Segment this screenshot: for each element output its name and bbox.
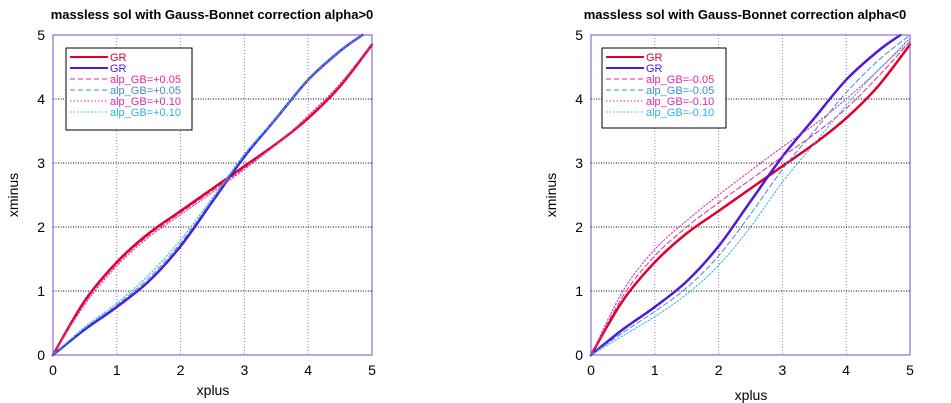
series-line	[52, 42, 373, 356]
y-tick-label: 0	[37, 347, 45, 363]
y-tick-label: 1	[575, 283, 583, 299]
series-line	[51, 43, 374, 357]
legend-label: alp_GB=+0.10	[110, 96, 181, 108]
tick-labels: 0 1 2 3 4 5 0 1 2 3 4 5	[575, 27, 914, 378]
legend-box	[65, 47, 193, 131]
y-tick-label: 3	[37, 155, 45, 171]
series-line	[590, 34, 911, 356]
y-tick-label: 3	[575, 155, 583, 171]
x-axis-label: xplus	[735, 387, 768, 403]
y-tick-label: 2	[37, 219, 45, 235]
legend-label: alp_GB=+0.05	[110, 74, 181, 86]
x-tick-label: 2	[177, 362, 185, 378]
series-line	[52, 43, 373, 356]
legend-box	[601, 47, 727, 129]
chart-alpha-negative: massless sol with Gauss-Bonnet correctio…	[543, 7, 914, 403]
series-line	[51, 33, 364, 357]
tick-labels: 0 1 2 3 4 5 0 1 2 3 4 5	[37, 27, 376, 378]
legend-label: alp_GB=-0.10	[646, 96, 714, 108]
y-tick-label: 1	[37, 283, 45, 299]
x-tick-label: 0	[49, 362, 57, 378]
legend-label: GR	[110, 52, 127, 64]
x-tick-label: 1	[651, 362, 659, 378]
series-layer	[51, 33, 374, 357]
plot-frame	[590, 34, 911, 356]
series-line	[589, 43, 912, 357]
chart-title: massless sol with Gauss-Bonnet correctio…	[584, 7, 907, 22]
chart-title: massless sol with Gauss-Bonnet correctio…	[51, 7, 374, 22]
x-tick-label: 3	[241, 362, 249, 378]
y-tick-label: 0	[575, 347, 583, 363]
legend-label: alp_GB=+0.05	[110, 85, 181, 97]
y-tick-label: 5	[37, 27, 45, 43]
y-tick-label: 4	[37, 91, 45, 107]
x-tick-label: 2	[715, 362, 723, 378]
series-line	[52, 34, 363, 356]
series-line	[52, 34, 363, 356]
legend-label: GR	[646, 63, 663, 75]
legend-label: alp_GB=+0.10	[110, 107, 181, 119]
series-line	[589, 33, 902, 357]
x-axis-label: xplus	[197, 382, 230, 398]
x-tick-label: 1	[113, 362, 121, 378]
x-tick-label: 5	[368, 362, 376, 378]
legend-label: GR	[646, 52, 663, 64]
y-tick-label: 5	[575, 27, 583, 43]
chart-alpha-positive: massless sol with Gauss-Bonnet correctio…	[5, 7, 376, 398]
plot-frame	[52, 34, 373, 356]
x-tick-label: 4	[842, 362, 850, 378]
series-line	[590, 40, 911, 356]
legend: GRGRalp_GB=-0.05alp_GB=-0.05alp_GB=-0.10…	[601, 47, 727, 129]
x-tick-label: 4	[304, 362, 312, 378]
legend-label: alp_GB=-0.05	[646, 85, 714, 97]
y-tick-label: 2	[575, 219, 583, 235]
legend-label: GR	[110, 63, 127, 75]
y-axis-label: xminus	[5, 173, 21, 217]
series-line	[590, 37, 911, 356]
series-layer	[589, 33, 912, 357]
x-tick-label: 0	[587, 362, 595, 378]
legend-label: alp_GB=-0.05	[646, 74, 714, 86]
series-line	[590, 40, 911, 356]
legend: GRGRalp_GB=+0.05alp_GB=+0.05alp_GB=+0.10…	[65, 47, 193, 131]
x-tick-label: 5	[906, 362, 914, 378]
y-axis-label: xminus	[543, 173, 559, 217]
x-tick-label: 3	[779, 362, 787, 378]
y-tick-label: 4	[575, 91, 583, 107]
legend-label: alp_GB=-0.10	[646, 107, 714, 119]
